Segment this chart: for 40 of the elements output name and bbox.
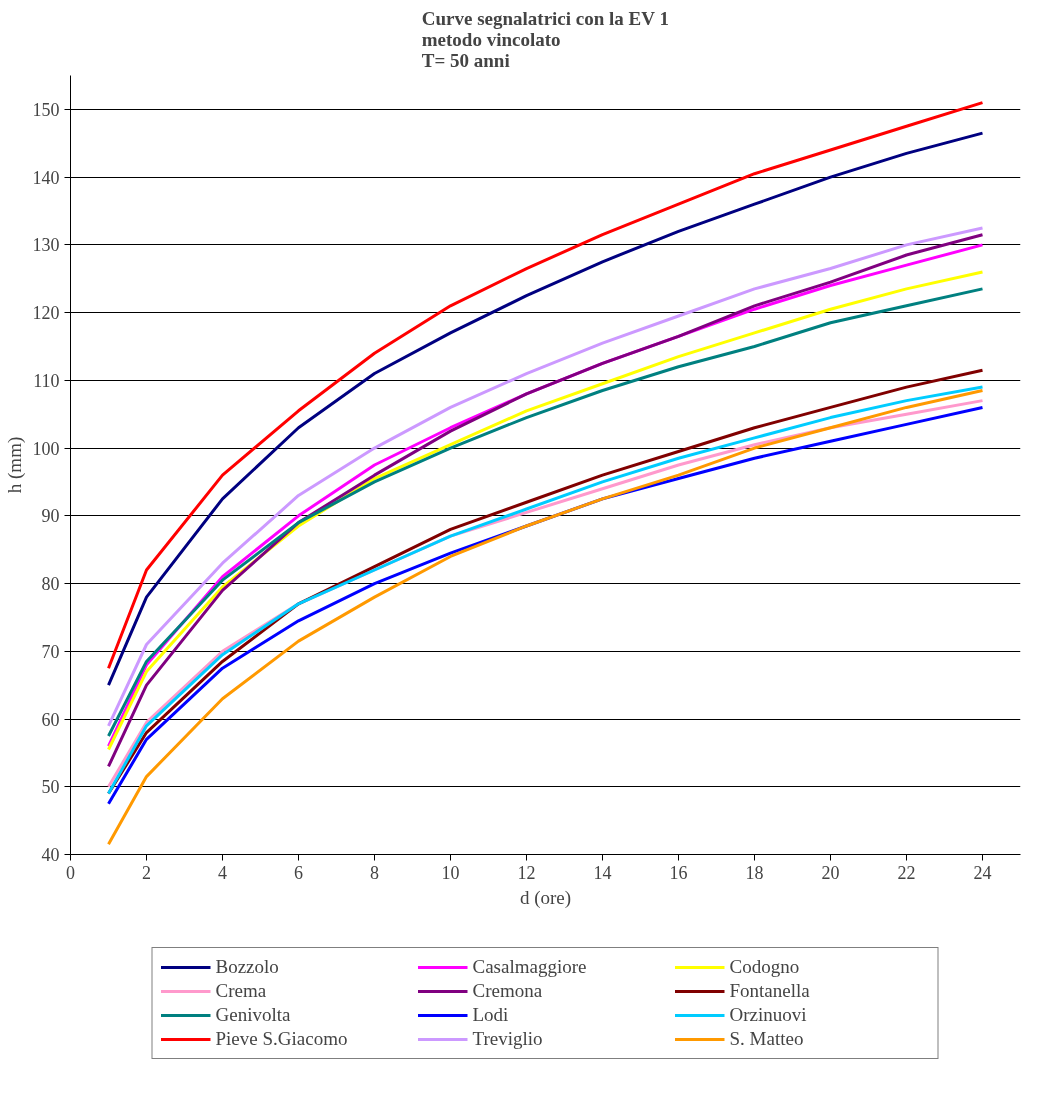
y-tick-label: 150 <box>32 99 60 120</box>
x-tick-label: 24 <box>973 862 992 883</box>
legend-label: Genivolta <box>215 1003 292 1026</box>
y-tick-label: 90 <box>41 506 60 527</box>
y-tick-label: 110 <box>33 370 60 391</box>
x-tick-label: 20 <box>821 862 840 883</box>
x-tick-label: 18 <box>745 862 764 883</box>
y-tick-label: 80 <box>41 574 60 595</box>
legend-label: Treviglio <box>472 1027 544 1050</box>
x-tick-label: 2 <box>142 862 151 883</box>
legend-label: Fontanella <box>729 979 811 1002</box>
legend-label: Codogno <box>729 955 801 978</box>
x-tick-label: 6 <box>294 862 303 883</box>
y-axis-title: h (mm) <box>3 436 26 494</box>
y-tick-label: 40 <box>41 845 60 865</box>
x-tick-label: 4 <box>218 862 227 883</box>
legend-label: Crema <box>215 979 268 1002</box>
y-tick-label: 70 <box>41 641 60 662</box>
y-tick-label: 50 <box>41 777 60 798</box>
legend-label: Pieve S.Giacomo <box>215 1027 349 1050</box>
legend-label: Cremona <box>472 979 544 1002</box>
x-axis-title: d (ore) <box>519 886 572 909</box>
legend-label: Lodi <box>472 1003 510 1026</box>
x-tick-label: 22 <box>897 862 916 883</box>
x-tick-label: 0 <box>66 862 75 883</box>
y-tick-label: 60 <box>41 709 60 730</box>
x-tick-label: 12 <box>517 862 536 883</box>
legend-label: S. Matteo <box>729 1027 805 1050</box>
y-tick-label: 100 <box>32 438 60 459</box>
x-tick-label: 10 <box>441 862 460 883</box>
y-tick-label: 140 <box>32 167 60 188</box>
x-tick-label: 16 <box>669 862 688 883</box>
chart-title: Curve segnalatrici con la EV 1 metodo vincolato T= 50 anni <box>421 7 669 71</box>
y-tick-label: 120 <box>32 303 60 324</box>
legend-label: Orzinuovi <box>729 1003 808 1026</box>
x-tick-label: 8 <box>370 862 379 883</box>
y-tick-label: 130 <box>32 235 60 256</box>
legend-label: Casalmaggiore <box>472 955 588 978</box>
legend-label: Bozzolo <box>215 955 280 978</box>
x-tick-label: 14 <box>593 862 612 883</box>
